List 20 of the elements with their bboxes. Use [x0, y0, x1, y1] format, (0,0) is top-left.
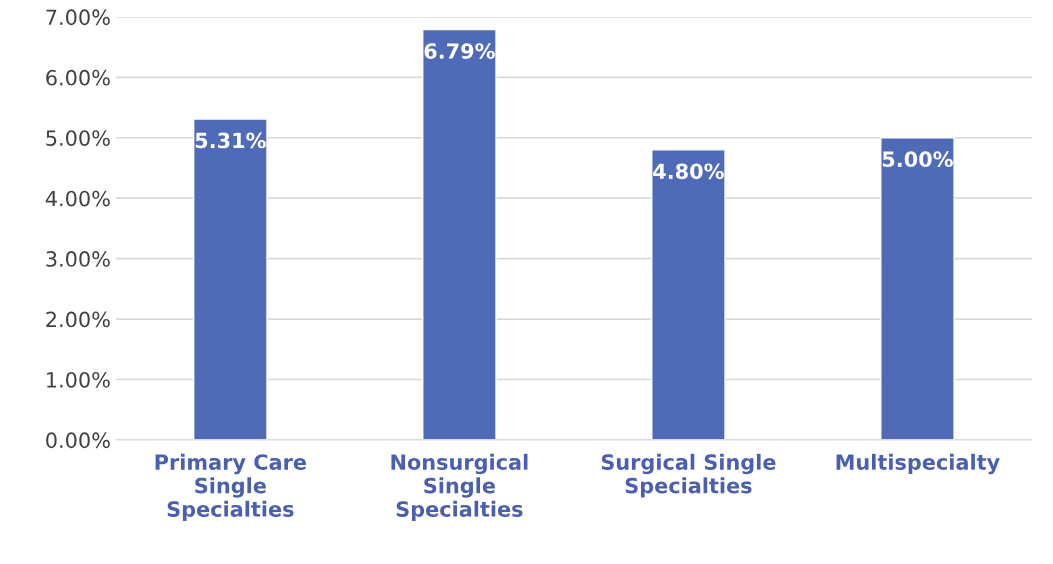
data-label: 5.00%	[882, 151, 953, 168]
bar	[880, 137, 955, 440]
bar	[422, 28, 497, 440]
y-tick-label: 0.00%	[46, 432, 110, 449]
x-tick-label: Nonsurgical Single Specialties	[391, 453, 528, 521]
y-tick-label: 6.00%	[46, 69, 110, 86]
x-tick-label: Multispecialty	[836, 453, 1000, 475]
y-tick-label: 3.00%	[46, 251, 110, 267]
y-tick-label: 5.00%	[46, 130, 110, 146]
y-tick-label: 2.00%	[46, 311, 110, 328]
y-tick-label: 1.00%	[47, 371, 110, 388]
y-tick-label: 7.00%	[46, 9, 110, 26]
data-label: 4.80%	[653, 163, 724, 180]
x-tick-label: Primary Care Single Specialties	[155, 453, 306, 521]
x-tick-label: Surgical Single Specialties	[601, 453, 776, 498]
data-label: 6.79%	[424, 43, 495, 59]
y-tick-label: 4.00%	[45, 190, 110, 207]
bar	[651, 149, 726, 440]
bar	[193, 118, 268, 440]
data-label: 5.31%	[195, 132, 266, 149]
